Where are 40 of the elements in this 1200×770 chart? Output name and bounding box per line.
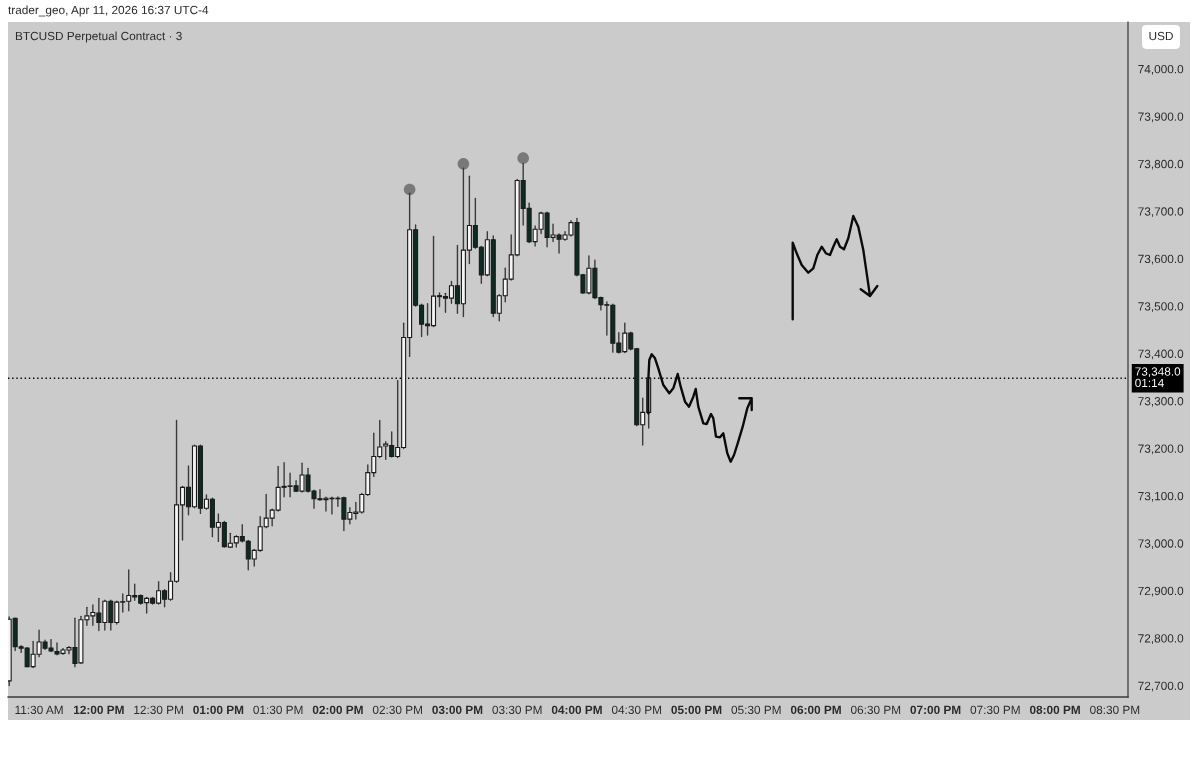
y-tick-label: 72,800.0	[1138, 634, 1184, 644]
point	[517, 152, 529, 164]
y-tick-label: 72,700.0	[1138, 681, 1184, 692]
y-tick-label: 73,700.0	[1138, 207, 1184, 218]
x-tick-label: 01:30 PM	[253, 705, 303, 714]
y-tick-label: 72,900.0	[1138, 586, 1184, 597]
y-tick-label: 73,200.0	[1138, 444, 1184, 455]
x-tick-label: 06:30 PM	[850, 705, 901, 714]
x-tick-label: 11:30 AM	[15, 705, 63, 714]
x-tick-label: 02:30 PM	[372, 705, 422, 714]
y-tick-label: 73,900.0	[1138, 112, 1184, 123]
text: BTCUSD Perpetual Contract · 3	[15, 31, 182, 43]
x-tick-label: 03:00 PM	[432, 705, 483, 715]
x-tick-label: 06:00 PM	[790, 705, 841, 714]
x-tick-label: 08:30 PM	[1090, 705, 1140, 714]
x-tick-label: 04:30 PM	[611, 705, 662, 714]
ref-line-label: 73,348.0 01:14	[1135, 367, 1181, 388]
x-tick-label: 08:00 PM	[1029, 705, 1080, 714]
x-tick-label: 07:00 PM	[910, 705, 961, 714]
x-tick-label: 12:00 PM	[74, 705, 124, 714]
x-tick-label: 07:30 PM	[970, 705, 1020, 714]
point	[457, 158, 470, 170]
y-axis-title: USD	[1149, 31, 1173, 41]
x-tick-label: 12:30 PM	[134, 705, 183, 714]
x-tick-label: 04:00 PM	[551, 705, 602, 714]
y-tick-label: 73,100.0	[1138, 491, 1184, 502]
y-tick-label: 73,600.0	[1138, 254, 1184, 265]
y-tick-label: 74,000.0	[1138, 64, 1184, 75]
text: trader_geo, Apr 11, 2026 16:37 UTC-4	[8, 5, 209, 17]
x-tick-label: 05:30 PM	[731, 705, 781, 714]
y-tick-label: 73,300.0	[1138, 397, 1184, 407]
x-tick-label: 05:00 PM	[671, 705, 722, 714]
y-tick-label: 73,400.0	[1138, 349, 1184, 360]
x-tick-label: 01:00 PM	[193, 705, 244, 714]
point	[403, 183, 416, 196]
y-tick-label: 73,500.0	[1138, 302, 1184, 312]
x-tick-label: 02:00 PM	[312, 705, 363, 714]
y-tick-label: 73,000.0	[1138, 539, 1184, 550]
y-tick-label: 73,800.0	[1138, 159, 1184, 170]
x-tick-label: 03:30 PM	[492, 705, 542, 714]
